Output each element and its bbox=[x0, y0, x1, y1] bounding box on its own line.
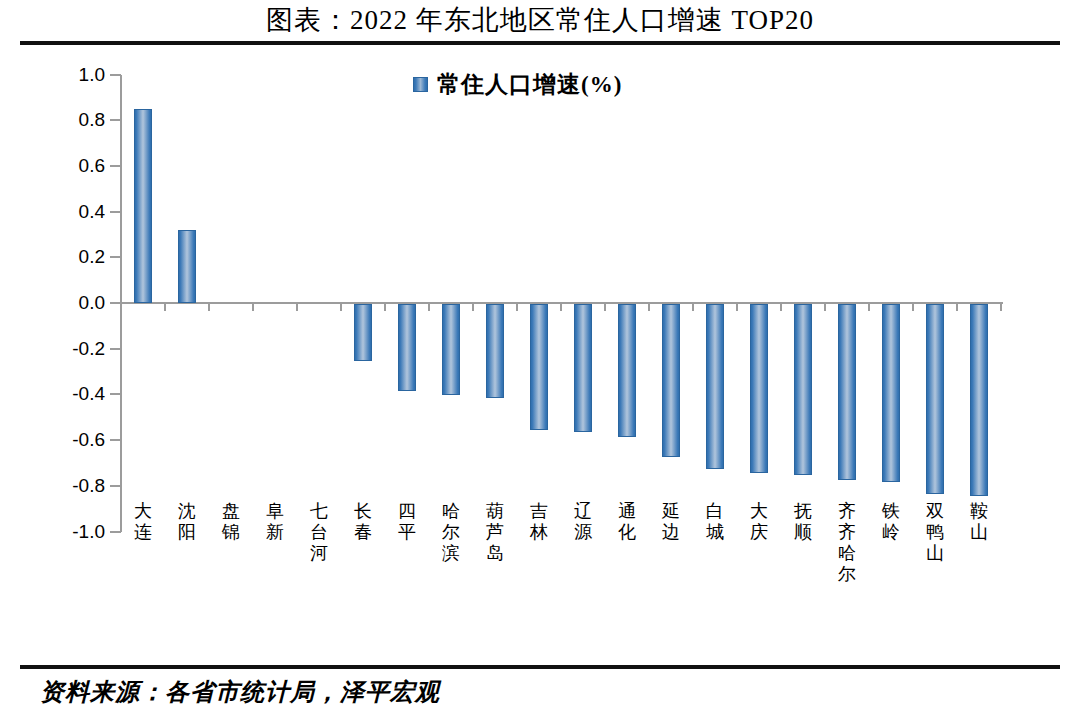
y-axis-tick-label: 0.6 bbox=[39, 155, 105, 177]
bar-四平 bbox=[398, 304, 416, 391]
chart-title: 图表：2022 年东北地区常住人口增速 TOP20 bbox=[0, 2, 1080, 38]
x-axis-category-label: 阜新 bbox=[253, 501, 297, 543]
x-axis-tick bbox=[912, 304, 914, 311]
bar-葫芦岛 bbox=[486, 304, 504, 398]
x-axis-tick bbox=[780, 304, 782, 311]
x-axis-category-label: 四平 bbox=[385, 501, 429, 543]
x-axis-category-label: 盘锦 bbox=[209, 501, 253, 543]
y-axis-tick-label: -0.2 bbox=[39, 338, 105, 360]
bar-延边 bbox=[662, 304, 680, 457]
y-axis-tick bbox=[110, 348, 121, 350]
x-axis-category-label: 延边 bbox=[649, 501, 693, 543]
x-axis-tick bbox=[428, 304, 430, 311]
top-divider-rule bbox=[20, 41, 1060, 45]
x-axis-category-label: 长春 bbox=[341, 501, 385, 543]
x-axis-category-label: 双鸭山 bbox=[913, 501, 957, 564]
bar-吉林 bbox=[530, 304, 548, 430]
x-axis-tick bbox=[736, 304, 738, 311]
y-axis-tick-label: 0.2 bbox=[39, 246, 105, 268]
x-axis-tick bbox=[208, 304, 210, 311]
bar-沈阳 bbox=[178, 230, 196, 303]
x-axis-category-label: 通化 bbox=[605, 501, 649, 543]
x-axis-tick bbox=[692, 304, 694, 311]
y-axis-tick bbox=[110, 531, 121, 533]
bar-辽源 bbox=[574, 304, 592, 432]
y-axis-tick-label: 0.8 bbox=[39, 109, 105, 131]
x-axis-category-label: 大连 bbox=[121, 501, 165, 543]
bar-大庆 bbox=[750, 304, 768, 473]
y-axis-tick bbox=[110, 211, 121, 213]
x-axis-tick bbox=[120, 304, 122, 311]
x-axis-tick bbox=[956, 304, 958, 311]
bar-齐齐哈尔 bbox=[838, 304, 856, 480]
x-axis-category-label: 沈阳 bbox=[165, 501, 209, 543]
x-axis-tick bbox=[296, 304, 298, 311]
x-axis-tick bbox=[252, 304, 254, 311]
x-axis-tick bbox=[868, 304, 870, 311]
y-axis-tick bbox=[110, 165, 121, 167]
y-axis-tick-label: -0.8 bbox=[39, 475, 105, 497]
x-axis-tick bbox=[384, 304, 386, 311]
source-note: 资料来源：各省市统计局，泽平宏观 bbox=[40, 676, 440, 708]
bar-白城 bbox=[706, 304, 724, 469]
x-axis-category-label: 齐齐哈尔 bbox=[825, 501, 869, 585]
x-axis-category-label: 铁岭 bbox=[869, 501, 913, 543]
x-axis-tick bbox=[604, 304, 606, 311]
y-axis-tick bbox=[110, 393, 121, 395]
y-axis-tick bbox=[110, 74, 121, 76]
y-axis-tick-label: 1.0 bbox=[39, 64, 105, 86]
bar-长春 bbox=[354, 304, 372, 361]
y-axis-tick-label: -0.4 bbox=[39, 383, 105, 405]
y-axis-tick bbox=[110, 119, 121, 121]
x-axis-category-label: 抚顺 bbox=[781, 501, 825, 543]
y-axis-tick bbox=[110, 439, 121, 441]
y-axis-tick-label: 0.4 bbox=[39, 201, 105, 223]
x-axis-tick bbox=[472, 304, 474, 311]
x-axis-category-label: 吉林 bbox=[517, 501, 561, 543]
x-axis-tick bbox=[516, 304, 518, 311]
x-axis-tick bbox=[340, 304, 342, 311]
bar-鞍山 bbox=[970, 304, 988, 496]
bar-哈尔滨 bbox=[442, 304, 460, 395]
y-axis-tick-label: -0.6 bbox=[39, 429, 105, 451]
bar-双鸭山 bbox=[926, 304, 944, 494]
x-axis-category-label: 七台河 bbox=[297, 501, 341, 564]
bottom-divider-rule bbox=[20, 665, 1060, 669]
bar-chart: 1.0 0.8 0.6 0.4 0.2 0.0 -0.2 -0.4 -0.6 -0.8 -1.0 大连… bbox=[0, 50, 1080, 660]
x-axis-tick bbox=[560, 304, 562, 311]
x-axis-category-label: 大庆 bbox=[737, 501, 781, 543]
bar-大连 bbox=[134, 109, 152, 303]
y-axis-tick-label: -1.0 bbox=[39, 521, 105, 543]
x-axis-category-label: 鞍山 bbox=[957, 501, 1001, 543]
bar-通化 bbox=[618, 304, 636, 437]
x-axis-category-label: 白城 bbox=[693, 501, 737, 543]
x-axis-tick bbox=[648, 304, 650, 311]
x-axis-tick bbox=[164, 304, 166, 311]
x-axis-tick bbox=[1000, 304, 1002, 311]
bar-铁岭 bbox=[882, 304, 900, 482]
y-axis-tick bbox=[110, 256, 121, 258]
y-axis-tick-label: 0.0 bbox=[39, 292, 105, 314]
x-axis-category-label: 哈尔滨 bbox=[429, 501, 473, 564]
y-axis-tick bbox=[110, 485, 121, 487]
bar-抚顺 bbox=[794, 304, 812, 475]
x-axis-category-label: 辽源 bbox=[561, 501, 605, 543]
x-axis-category-label: 葫芦岛 bbox=[473, 501, 517, 564]
x-axis-tick bbox=[824, 304, 826, 311]
